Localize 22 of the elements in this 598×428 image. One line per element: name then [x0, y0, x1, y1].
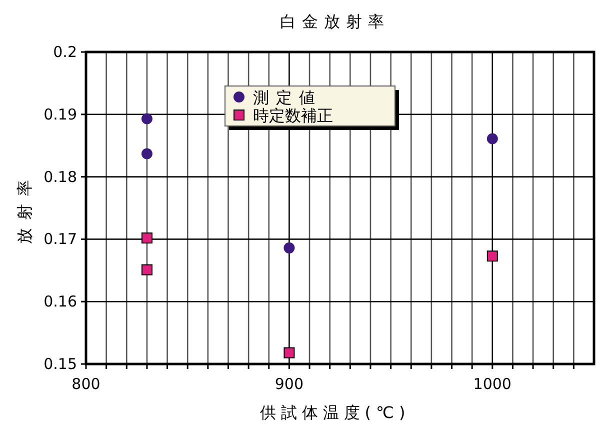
point	[141, 232, 152, 244]
y-tick-label: 0.15	[44, 355, 77, 373]
point	[486, 250, 498, 262]
x-tick-label: 900	[274, 375, 304, 393]
point	[141, 264, 152, 276]
y-tick-label: 0.2	[53, 43, 77, 61]
legend-label: 測定値	[253, 88, 322, 107]
legend-label: 時定数補正	[253, 106, 333, 125]
x-axis-title: 供試体温度(℃)	[260, 403, 410, 422]
y-tick-label: 0.16	[44, 292, 77, 311]
point	[486, 133, 498, 144]
point	[141, 148, 152, 160]
point	[141, 113, 152, 124]
x-tick-label: 800	[72, 375, 100, 393]
x-tick-label: 1000	[473, 375, 512, 393]
y-tick-label: 0.18	[44, 168, 77, 186]
point	[284, 242, 295, 254]
chart-title: 白金放射率	[280, 12, 390, 31]
y-axis-title: 放射率	[15, 172, 34, 244]
y-tick-label: 0.17	[44, 230, 77, 248]
point	[284, 347, 295, 358]
y-tick-label: 0.19	[44, 105, 77, 124]
